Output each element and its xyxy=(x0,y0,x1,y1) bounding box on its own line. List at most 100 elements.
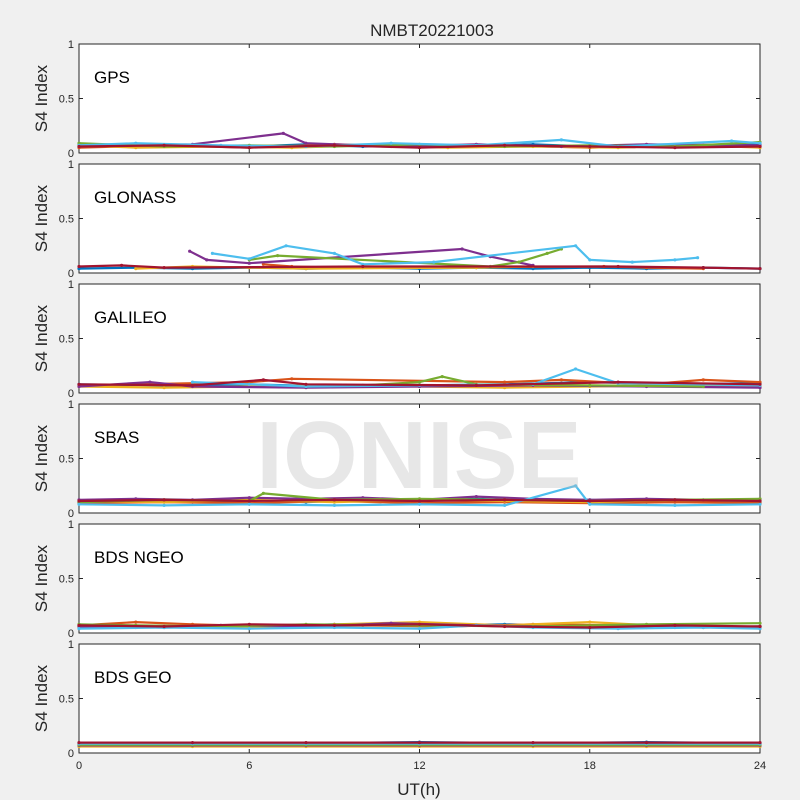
panel-label: GALILEO xyxy=(94,308,167,327)
data-point xyxy=(247,261,251,265)
data-point xyxy=(134,141,138,145)
panel-label: SBAS xyxy=(94,428,139,447)
data-point xyxy=(361,264,365,269)
data-point xyxy=(758,621,762,625)
data-point xyxy=(162,386,166,390)
y-tick-label: 1 xyxy=(68,39,74,51)
data-point xyxy=(77,502,81,506)
x-axis-ticks: 0 6 12 18 24 xyxy=(76,760,766,772)
series-line xyxy=(78,484,761,507)
plot-area xyxy=(78,163,761,274)
data-point xyxy=(276,254,280,258)
series-line xyxy=(189,247,534,267)
data-point xyxy=(332,623,336,628)
data-point xyxy=(559,138,564,142)
data-point xyxy=(545,251,549,255)
y-tick-label: 0.5 xyxy=(59,94,74,106)
y-tick-label: 1 xyxy=(68,519,74,531)
x-tick-label: 12 xyxy=(413,760,425,772)
y-tick-label: 0.5 xyxy=(59,454,74,466)
panel-label: GLONASS xyxy=(94,188,176,207)
data-point xyxy=(190,380,195,384)
y-axis-label: S4 Index xyxy=(32,544,51,612)
panel-label: BDS NGEO xyxy=(94,548,184,567)
data-point xyxy=(559,378,564,382)
data-point xyxy=(503,386,507,390)
data-point xyxy=(247,257,251,261)
data-point xyxy=(588,625,592,630)
data-point xyxy=(588,144,592,149)
data-point xyxy=(673,258,677,262)
data-point xyxy=(188,249,192,253)
data-point xyxy=(574,367,578,371)
data-point xyxy=(588,499,592,503)
y-tick-label: 1 xyxy=(68,159,74,171)
y-axis-label: S4 Index xyxy=(32,664,51,732)
panel-glonass: 0 0.5 1 GLONASS S4 Index xyxy=(32,159,762,280)
data-point xyxy=(673,623,677,628)
data-point xyxy=(77,141,81,145)
data-point xyxy=(758,741,762,745)
data-point xyxy=(247,627,251,631)
panel-bds-ngeo: 0 0.5 1 BDS NGEO S4 Index xyxy=(32,519,762,640)
data-point xyxy=(332,143,336,147)
panel-bds-geo: 0 0.5 1 BDS GEO S4 Index xyxy=(32,639,762,760)
data-point xyxy=(574,484,578,488)
data-point xyxy=(332,498,336,502)
data-point xyxy=(162,503,166,507)
data-point xyxy=(616,264,620,269)
data-point xyxy=(417,502,422,506)
data-point xyxy=(247,146,251,150)
data-point xyxy=(758,497,762,501)
series-line xyxy=(78,624,761,630)
x-tick-label: 6 xyxy=(246,760,252,772)
data-point xyxy=(304,741,308,745)
data-point xyxy=(503,498,507,502)
data-point xyxy=(247,496,251,500)
data-point xyxy=(474,383,478,387)
data-point xyxy=(758,380,762,384)
data-point xyxy=(162,143,166,147)
y-tick-label: 0 xyxy=(68,268,74,280)
plot-area xyxy=(78,523,761,634)
data-point xyxy=(730,139,734,143)
data-point xyxy=(134,620,138,624)
y-tick-label: 0.5 xyxy=(59,334,74,346)
data-point xyxy=(417,622,422,626)
series-line xyxy=(249,247,562,268)
x-tick-label: 18 xyxy=(584,760,596,772)
x-tick-label: 0 xyxy=(76,760,82,772)
data-point xyxy=(247,502,251,506)
data-point xyxy=(673,146,677,150)
data-point xyxy=(432,260,436,264)
y-tick-label: 0 xyxy=(68,388,74,400)
y-tick-label: 1 xyxy=(68,639,74,651)
y-axis-label: S4 Index xyxy=(32,184,51,252)
data-point xyxy=(673,498,677,502)
data-point xyxy=(261,262,265,266)
data-point xyxy=(758,499,762,503)
data-point xyxy=(162,624,166,629)
y-axis-label: S4 Index xyxy=(32,64,51,132)
data-point xyxy=(503,380,507,384)
data-point xyxy=(588,383,592,387)
data-point xyxy=(261,491,265,495)
data-point xyxy=(162,498,166,502)
data-point xyxy=(77,741,81,745)
data-point xyxy=(531,741,535,745)
data-point xyxy=(205,258,209,262)
data-point xyxy=(77,264,81,269)
y-tick-label: 1 xyxy=(68,399,74,411)
data-point xyxy=(644,741,649,745)
data-point xyxy=(247,382,251,386)
data-point xyxy=(148,380,152,384)
y-tick-label: 0.5 xyxy=(59,694,74,706)
data-point xyxy=(77,384,81,389)
plot-area xyxy=(78,403,761,514)
data-point xyxy=(281,131,285,135)
y-tick-label: 0 xyxy=(68,148,74,160)
data-point xyxy=(332,500,336,504)
data-point xyxy=(417,146,422,150)
data-point xyxy=(361,262,365,266)
